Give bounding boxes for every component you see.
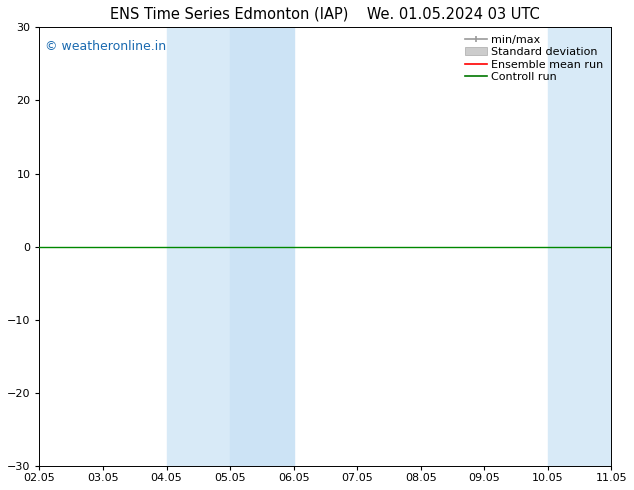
Bar — [548, 27, 611, 466]
Bar — [230, 27, 294, 466]
Bar — [167, 27, 230, 466]
Title: ENS Time Series Edmonton (IAP)    We. 01.05.2024 03 UTC: ENS Time Series Edmonton (IAP) We. 01.05… — [110, 7, 540, 22]
Text: © weatheronline.in: © weatheronline.in — [45, 41, 166, 53]
Legend: min/max, Standard deviation, Ensemble mean run, Controll run: min/max, Standard deviation, Ensemble me… — [462, 33, 605, 84]
